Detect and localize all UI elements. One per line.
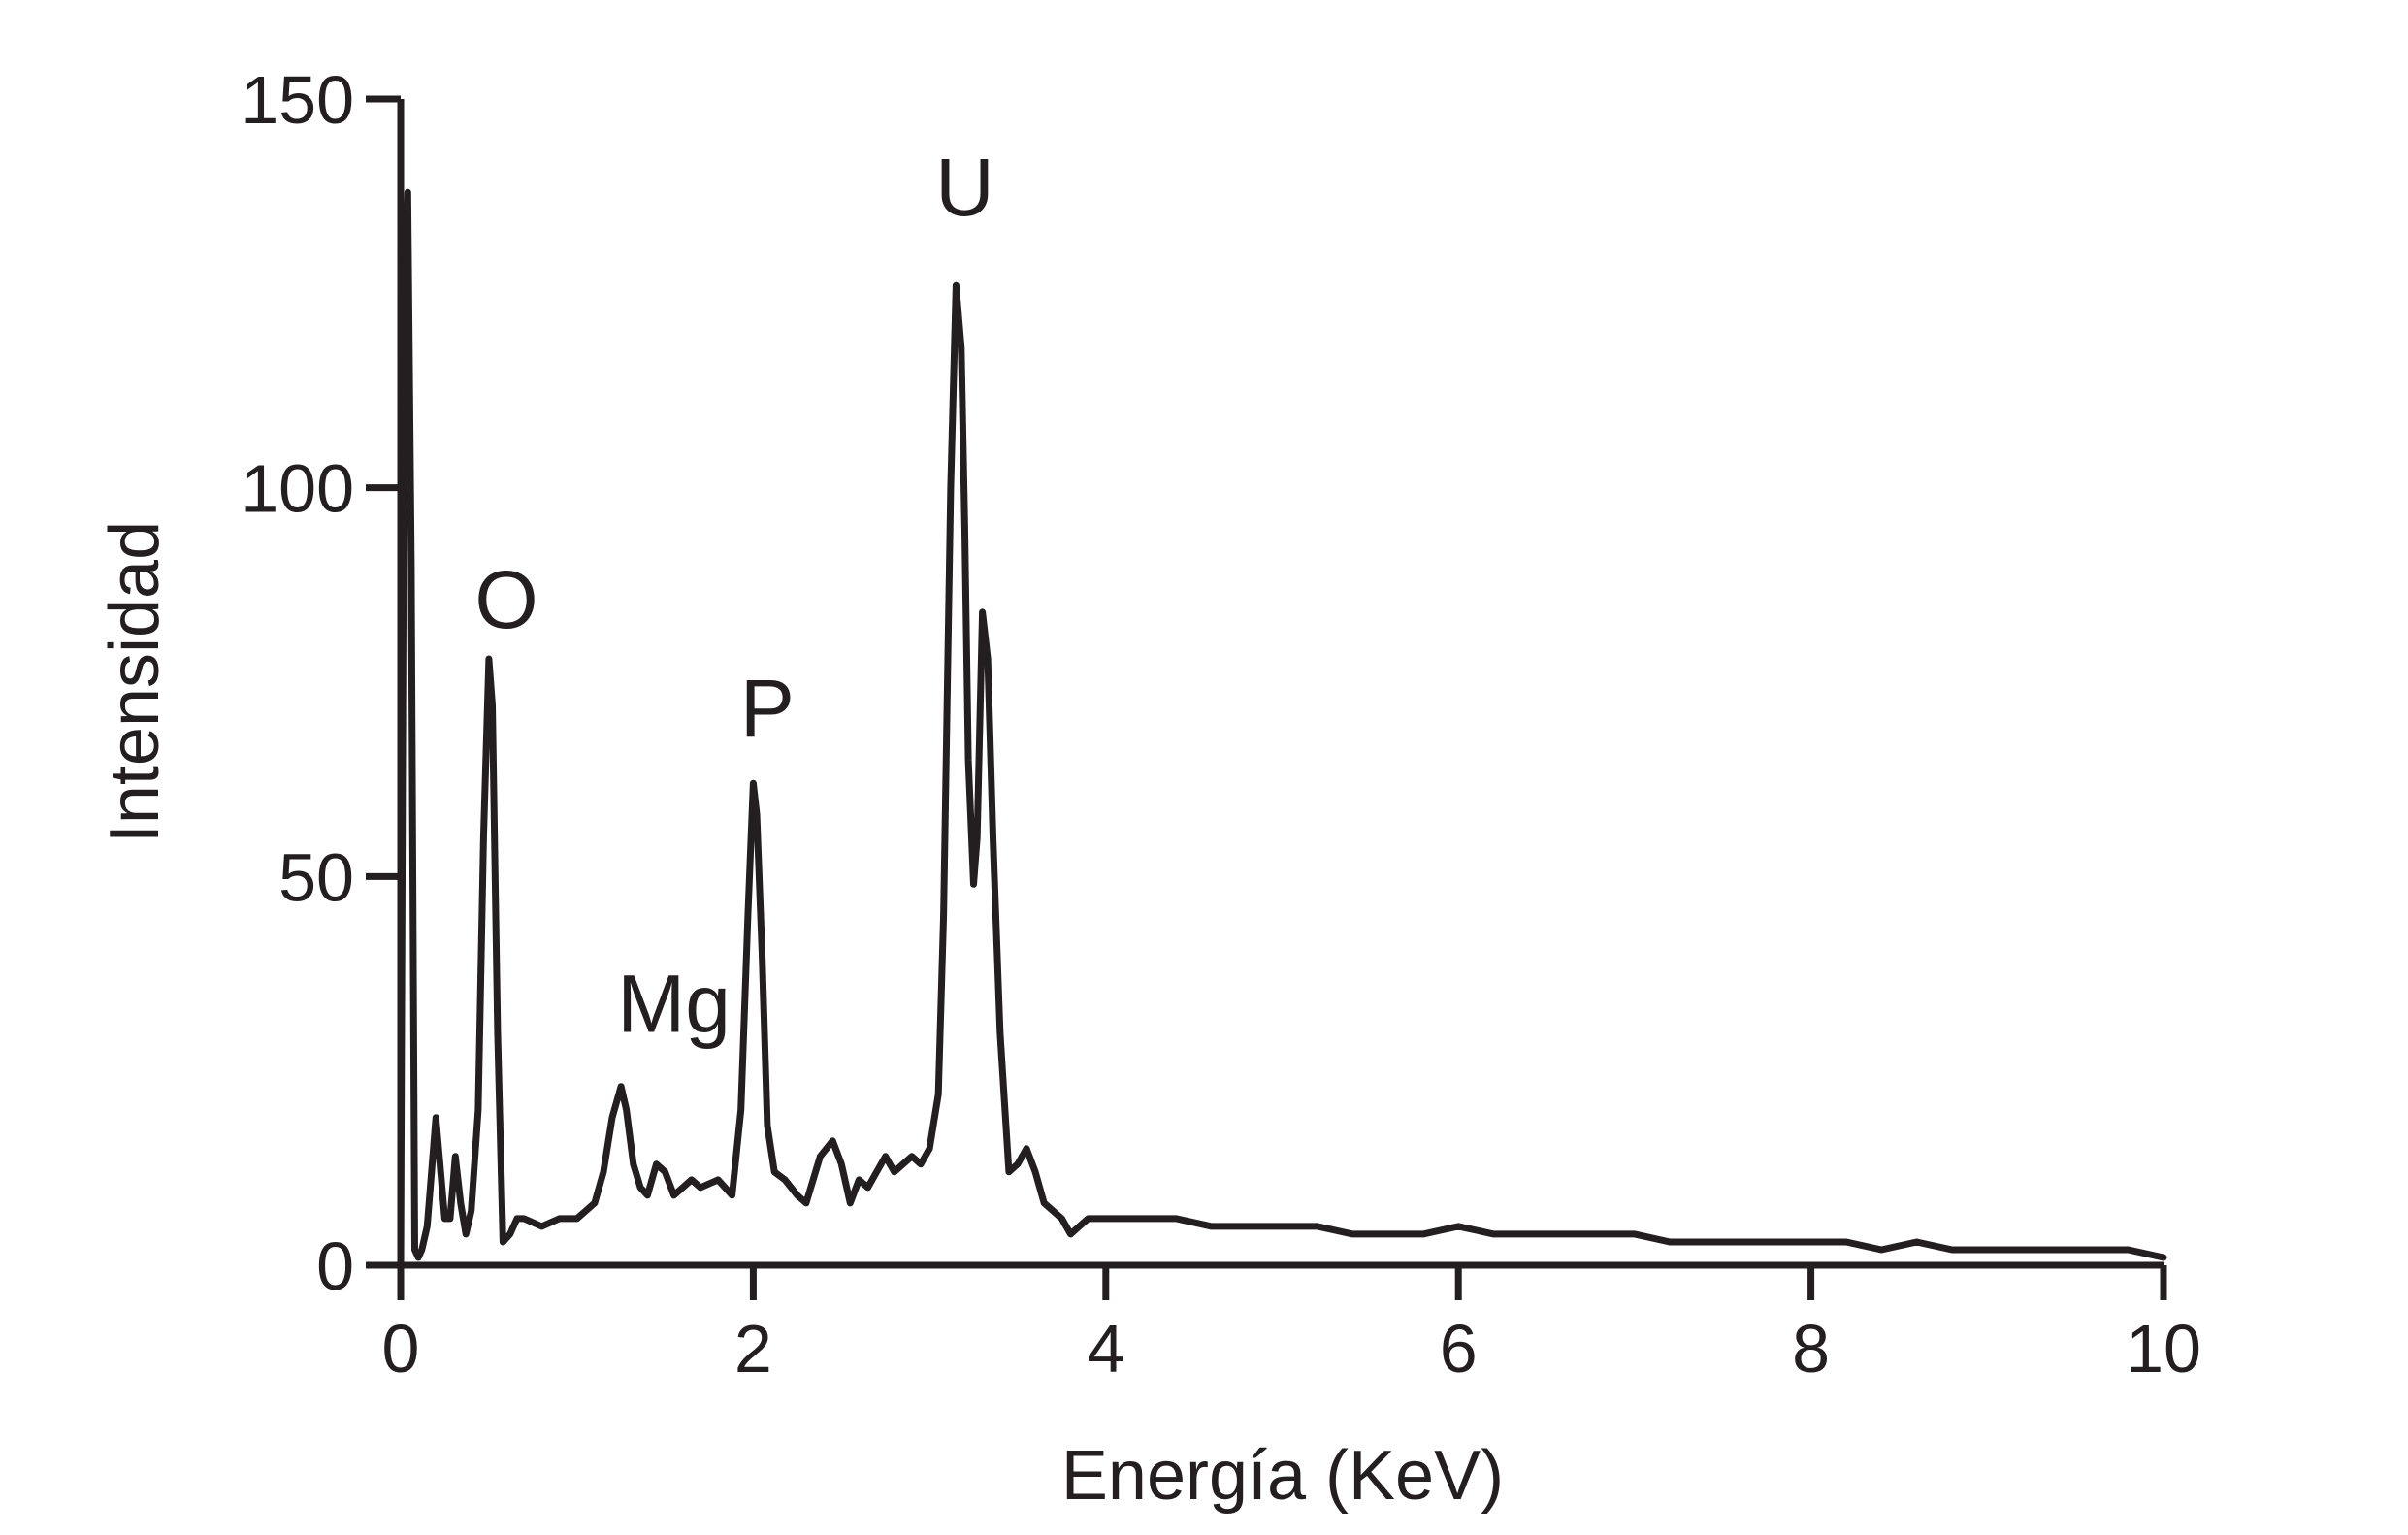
peak-label: O xyxy=(474,554,537,645)
x-tick-label: 10 xyxy=(2126,1311,2201,1387)
peak-label: P xyxy=(740,663,795,754)
x-axis-title: Energía (KeV) xyxy=(1061,1437,1504,1515)
series-layer xyxy=(397,188,2167,1269)
peak-annotations: O Mg P U xyxy=(474,142,993,1049)
y-tick-label: 50 xyxy=(278,839,354,915)
peak-label: U xyxy=(935,142,994,233)
x-tick-label: 8 xyxy=(1792,1311,1830,1387)
x-tick-label: 6 xyxy=(1440,1311,1478,1387)
y-tick-label: 0 xyxy=(316,1228,354,1304)
x-tick-label: 0 xyxy=(382,1311,420,1387)
y-axis-title: Intensidad xyxy=(96,521,174,843)
y-axis: 0 50 100 150 Intensidad xyxy=(96,62,405,1304)
x-axis: 0 2 4 6 8 10 Energía (KeV) xyxy=(382,1261,2201,1515)
x-ticks: 0 2 4 6 8 10 xyxy=(382,1265,2201,1387)
peak-label: Mg xyxy=(617,959,731,1050)
y-tick-label: 100 xyxy=(241,451,354,527)
spectrum-line xyxy=(397,188,2167,1269)
y-tick-label: 150 xyxy=(241,62,354,138)
x-tick-label: 4 xyxy=(1087,1311,1124,1387)
y-ticks: 0 50 100 150 xyxy=(241,62,401,1304)
x-tick-label: 2 xyxy=(734,1311,772,1387)
